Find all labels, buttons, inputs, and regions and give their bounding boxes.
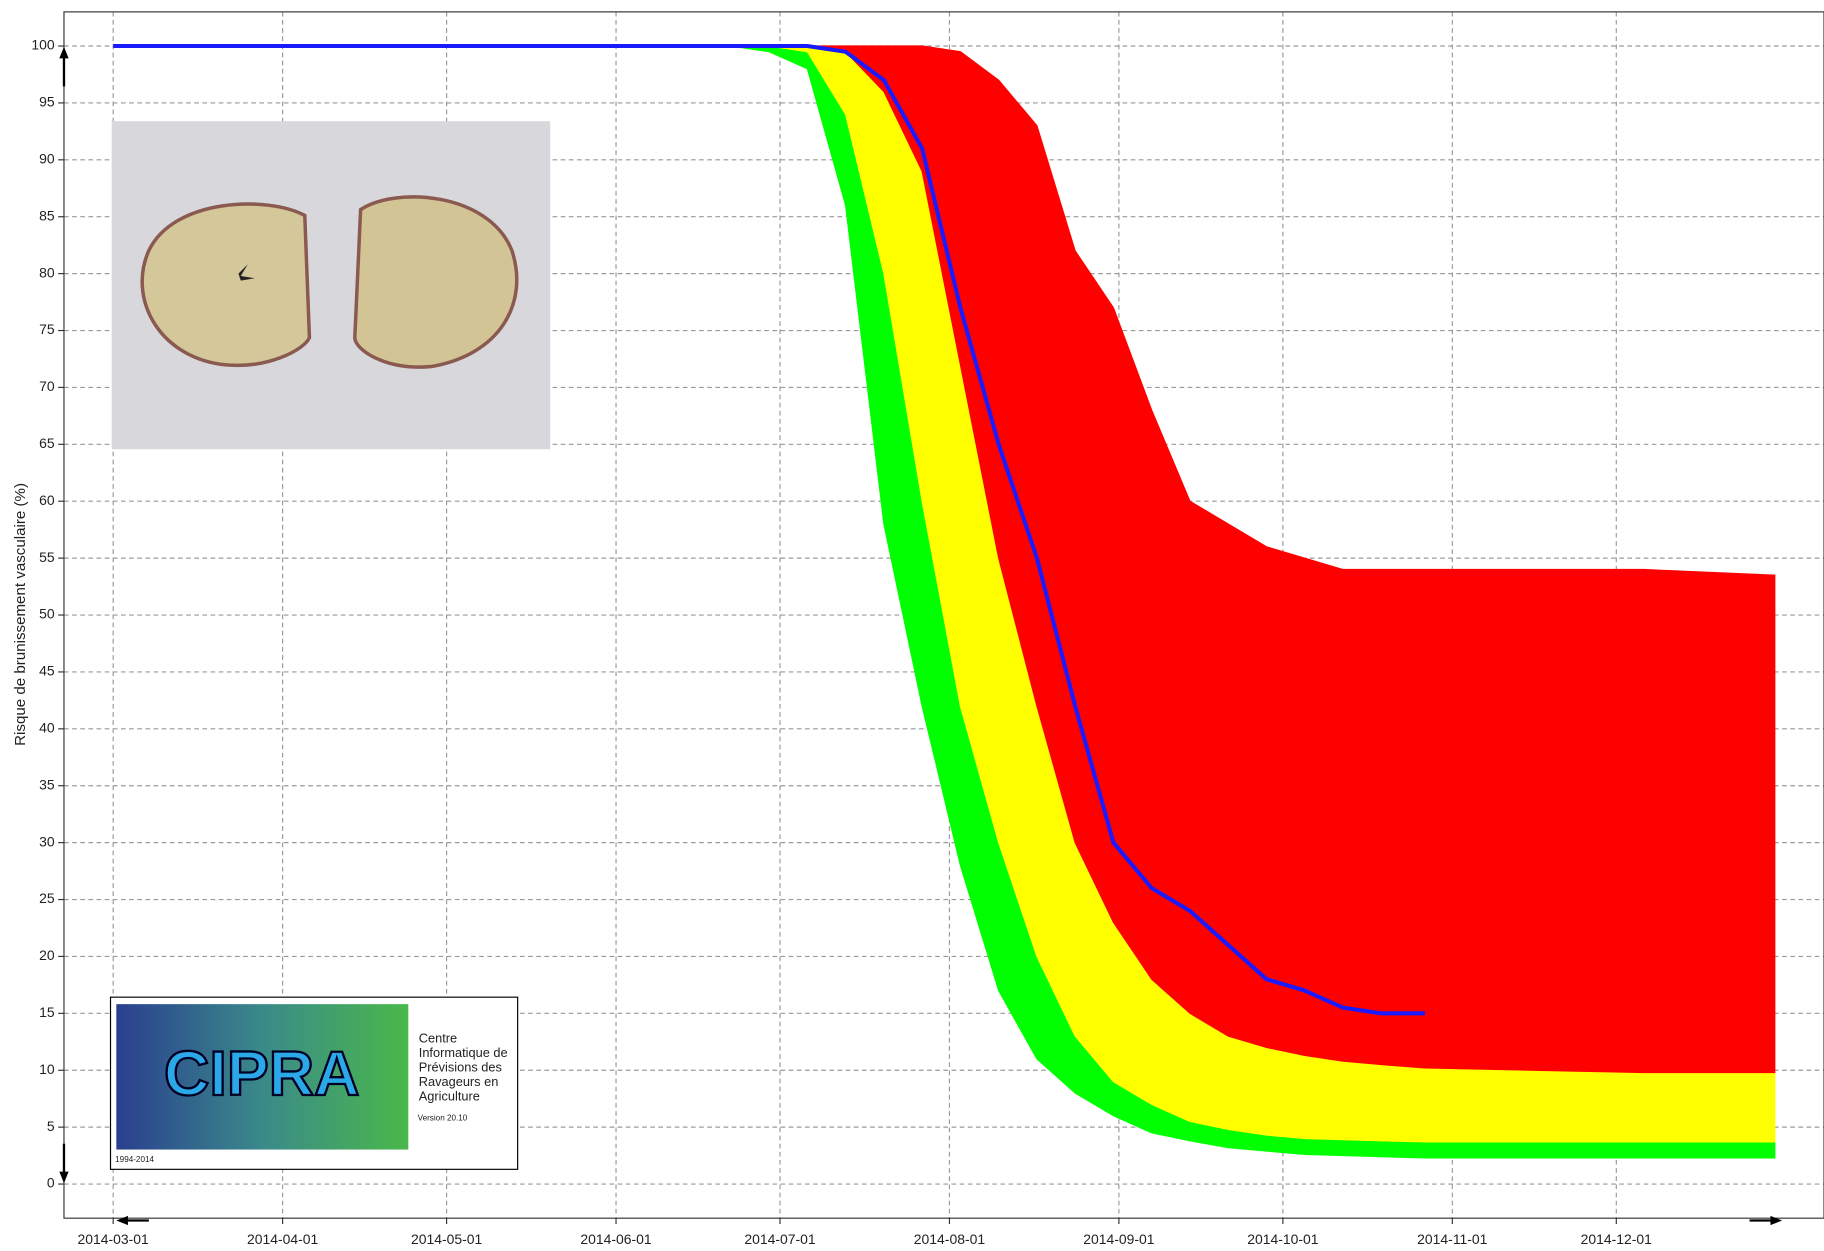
y-tick-label: 70 <box>39 378 55 394</box>
y-tick-label: 35 <box>39 776 55 792</box>
y-tick-label: 90 <box>39 151 55 167</box>
x-tick-label: 2014-04-01 <box>247 1231 319 1247</box>
x-tick-label: 2014-12-01 <box>1581 1231 1653 1247</box>
logo-years: 1994-2014 <box>115 1155 154 1164</box>
logo-text: Informatique de <box>419 1045 508 1060</box>
y-tick-label: 75 <box>39 321 55 337</box>
y-tick-label: 30 <box>39 833 55 849</box>
apple-half <box>142 204 309 365</box>
logo-text: Prévisions des <box>419 1059 502 1074</box>
y-axis-label: Risque de brunissement vasculaire (%) <box>12 483 29 746</box>
y-tick-label: 0 <box>47 1175 55 1191</box>
y-tick-label: 25 <box>39 890 55 906</box>
x-tick-label: 2014-06-01 <box>580 1231 652 1247</box>
x-tick-label: 2014-08-01 <box>914 1231 986 1247</box>
y-tick-label: 50 <box>39 606 55 622</box>
logo-text: Ravageurs en <box>419 1074 499 1089</box>
logo-text: Centre <box>419 1030 457 1045</box>
y-tick-label: 45 <box>39 663 55 679</box>
photo-inset <box>112 121 551 449</box>
y-tick-label: 10 <box>39 1061 55 1077</box>
y-tick-label: 40 <box>39 720 55 736</box>
y-tick-label: 100 <box>31 37 55 53</box>
x-tick-label: 2014-10-01 <box>1247 1231 1319 1247</box>
x-tick-label: 2014-11-01 <box>1417 1231 1488 1247</box>
y-tick-label: 85 <box>39 207 55 223</box>
x-tick-label: 2014-09-01 <box>1083 1231 1155 1247</box>
y-tick-label: 15 <box>39 1004 55 1020</box>
y-tick-label: 20 <box>39 947 55 963</box>
y-tick-label: 60 <box>39 492 55 508</box>
page: Risque de brunissement vasculaire (%) CI… <box>0 0 1824 1251</box>
y-tick-label: 80 <box>39 264 55 280</box>
y-tick-label: 55 <box>39 549 55 565</box>
y-tick-label: 65 <box>39 435 55 451</box>
logo-text: Agriculture <box>419 1089 480 1104</box>
logo-name: CIPRA <box>164 1039 359 1109</box>
x-tick-label: 2014-03-01 <box>78 1231 150 1247</box>
x-tick-label: 2014-07-01 <box>744 1231 816 1247</box>
chart: Risque de brunissement vasculaire (%) CI… <box>0 0 1824 1251</box>
y-tick-label: 95 <box>39 94 55 110</box>
y-tick-label: 5 <box>47 1118 55 1134</box>
x-tick-label: 2014-05-01 <box>411 1231 483 1247</box>
logo-version: Version 20.10 <box>418 1113 468 1122</box>
